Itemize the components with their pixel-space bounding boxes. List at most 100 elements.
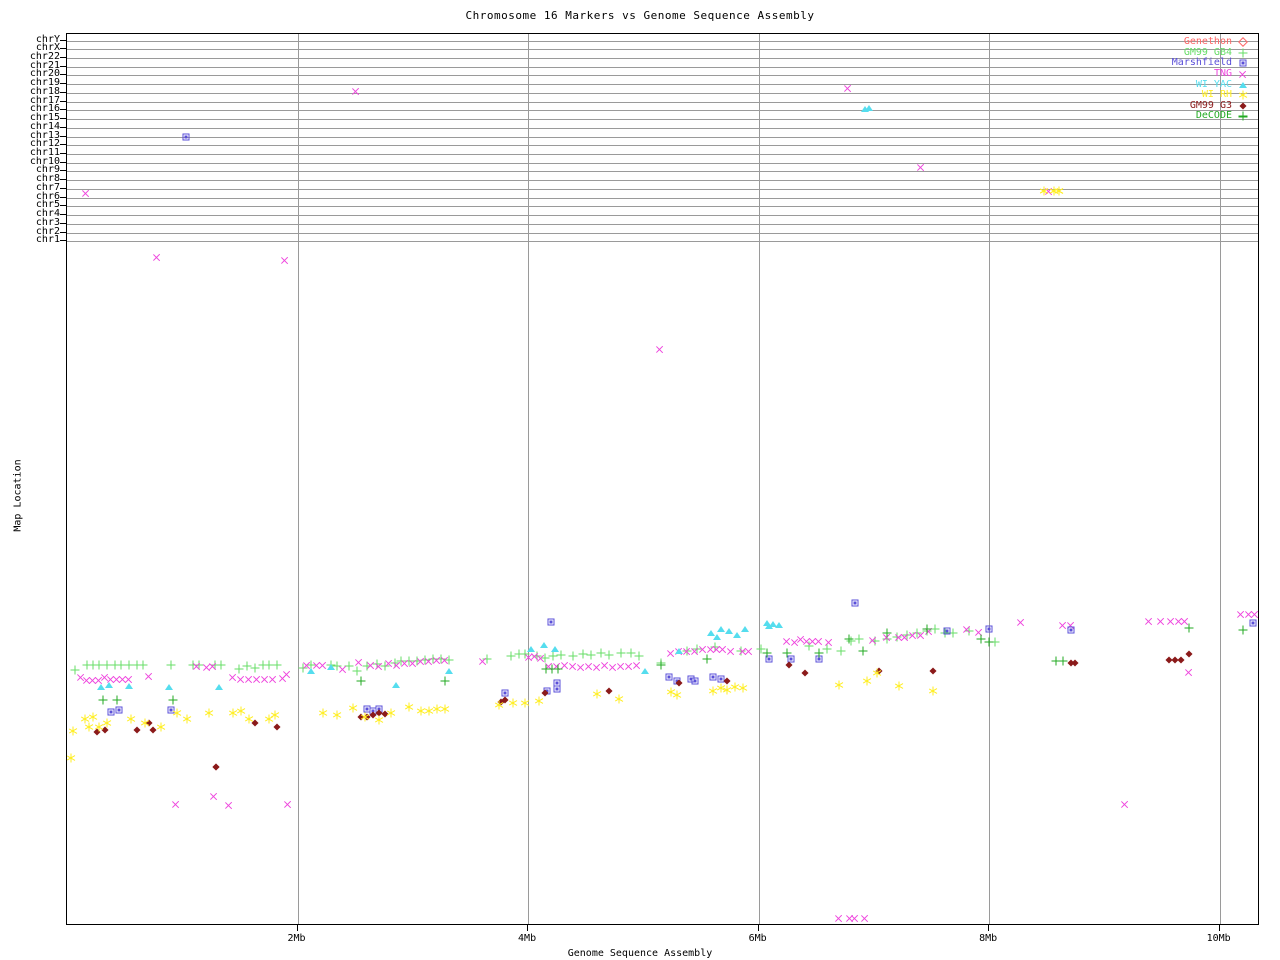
gridline-horizontal [67,57,1258,59]
legend-label: DeCODE [1195,110,1232,122]
y-tick-chr16: chr16 [29,103,60,115]
x-tick-4Mb: 4Mb [518,933,537,944]
y-tick-chr10: chr10 [29,155,60,167]
legend-label: GM99 G3 [1189,99,1232,111]
y-tick-mark [60,240,66,242]
y-tick-mark [60,65,66,67]
x-tick-mark [527,925,529,931]
legend: Genethon GM99 GB4 Marshfield TNG WI YAC WI RH… [1138,37,1258,122]
gridline-horizontal [67,66,1258,68]
gridline-horizontal [67,136,1258,138]
page-title: Chromosome 16 Markers vs Genome Sequence… [465,9,815,22]
legend-item-genethon[interactable]: Genethon [1138,37,1258,48]
y-tick-chr7: chr7 [35,181,60,193]
gridline-horizontal [67,84,1258,86]
gridline-horizontal [67,153,1258,155]
gridline-vertical [528,34,530,924]
gridline-horizontal [67,241,1258,243]
y-tick-mark [60,126,66,128]
x-tick-6Mb: 6Mb [748,933,767,944]
y-tick-chr12: chr12 [29,138,60,150]
y-tick-chr18: chr18 [29,85,60,97]
legend-label: GM99 GB4 [1183,46,1232,58]
y-tick-chr4: chr4 [35,208,60,220]
gridline-horizontal [67,188,1258,190]
y-tick-mark [60,100,66,102]
gridline-vertical [297,34,299,924]
legend-marker-star-icon [1232,90,1258,100]
legend-item-marshfield[interactable]: Marshfield [1138,58,1258,69]
gridline-horizontal [67,180,1258,182]
y-tick-chr13: chr13 [29,129,60,141]
y-tick-chr6: chr6 [35,190,60,202]
y-tick-mark [60,187,66,189]
y-tick-mark [60,39,66,41]
gridline-horizontal [67,101,1258,103]
gridline-vertical [758,34,760,924]
gridline-horizontal [67,40,1258,42]
legend-item-gm99-g3[interactable]: GM99 G3 [1138,99,1258,112]
gridline-horizontal [67,119,1258,121]
y-tick-chr11: chr11 [29,146,60,158]
legend-item-wi-rh[interactable]: WI RH [1138,90,1258,101]
legend-label: Genethon [1183,36,1232,48]
legend-marker-diamond-filled-icon [1232,101,1258,111]
x-axis-title: Genome Sequence Assembly [567,948,713,959]
legend-label: TNG [1213,68,1232,80]
y-tick-chr9: chr9 [35,164,60,176]
x-tick-mark [1218,925,1220,931]
y-tick-chr22: chr22 [29,50,60,62]
legend-label: WI YAC [1195,78,1232,90]
y-tick-chr2: chr2 [35,225,60,237]
y-tick-chr1: chr1 [35,234,60,246]
y-tick-chr19: chr19 [29,77,60,89]
x-tick-8Mb: 8Mb [979,933,998,944]
gridline-horizontal [67,127,1258,129]
legend-marker-plus-icon [1232,48,1258,58]
y-tick-chr5: chr5 [35,199,60,211]
x-tick-10Mb: 10Mb [1206,933,1231,944]
x-tick-mark [296,925,298,931]
legend-item-decode[interactable]: DeCODE [1138,111,1258,122]
gridline-horizontal [67,215,1258,217]
y-tick-chrX: chrX [35,42,60,54]
legend-label: Marshfield [1171,57,1232,69]
legend-item-gm99-gb4[interactable]: GM99 GB4 [1138,46,1258,59]
legend-item-wi-yac[interactable]: WI YAC [1138,79,1258,90]
y-tick-mark [60,205,66,207]
gridline-horizontal [67,223,1258,225]
legend-item-tng[interactable]: TNG [1138,69,1258,80]
gridline-horizontal [67,206,1258,208]
gridline-vertical [1219,34,1221,924]
legend-label: WI RH [1201,89,1232,101]
plot-area [66,33,1259,925]
y-tick-chr20: chr20 [29,68,60,80]
legend-marker-square-icon [1232,58,1258,68]
y-tick-chr17: chr17 [29,94,60,106]
y-tick-mark [60,83,66,85]
y-tick-mark [60,196,66,198]
y-tick-mark [60,109,66,111]
y-tick-mark [60,214,66,216]
legend-marker-triangle-icon [1232,80,1258,90]
y-tick-mark [60,91,66,93]
y-tick-mark [60,135,66,137]
legend-marker-diamond-icon [1232,37,1258,48]
y-tick-mark [60,118,66,120]
y-tick-mark [60,152,66,154]
gridline-horizontal [67,232,1258,234]
x-tick-mark [757,925,759,931]
y-tick-mark [60,170,66,172]
y-tick-chr8: chr8 [35,173,60,185]
y-tick-mark [60,222,66,224]
y-tick-mark [60,144,66,146]
y-tick-mark [60,48,66,50]
gridline-horizontal [67,162,1258,164]
y-tick-chr14: chr14 [29,120,60,132]
gridline-horizontal [67,75,1258,77]
gridline-horizontal [67,92,1258,94]
gridline-horizontal [67,171,1258,173]
legend-marker-plus-icon [1232,111,1258,121]
y-tick-chrY: chrY [35,33,60,45]
